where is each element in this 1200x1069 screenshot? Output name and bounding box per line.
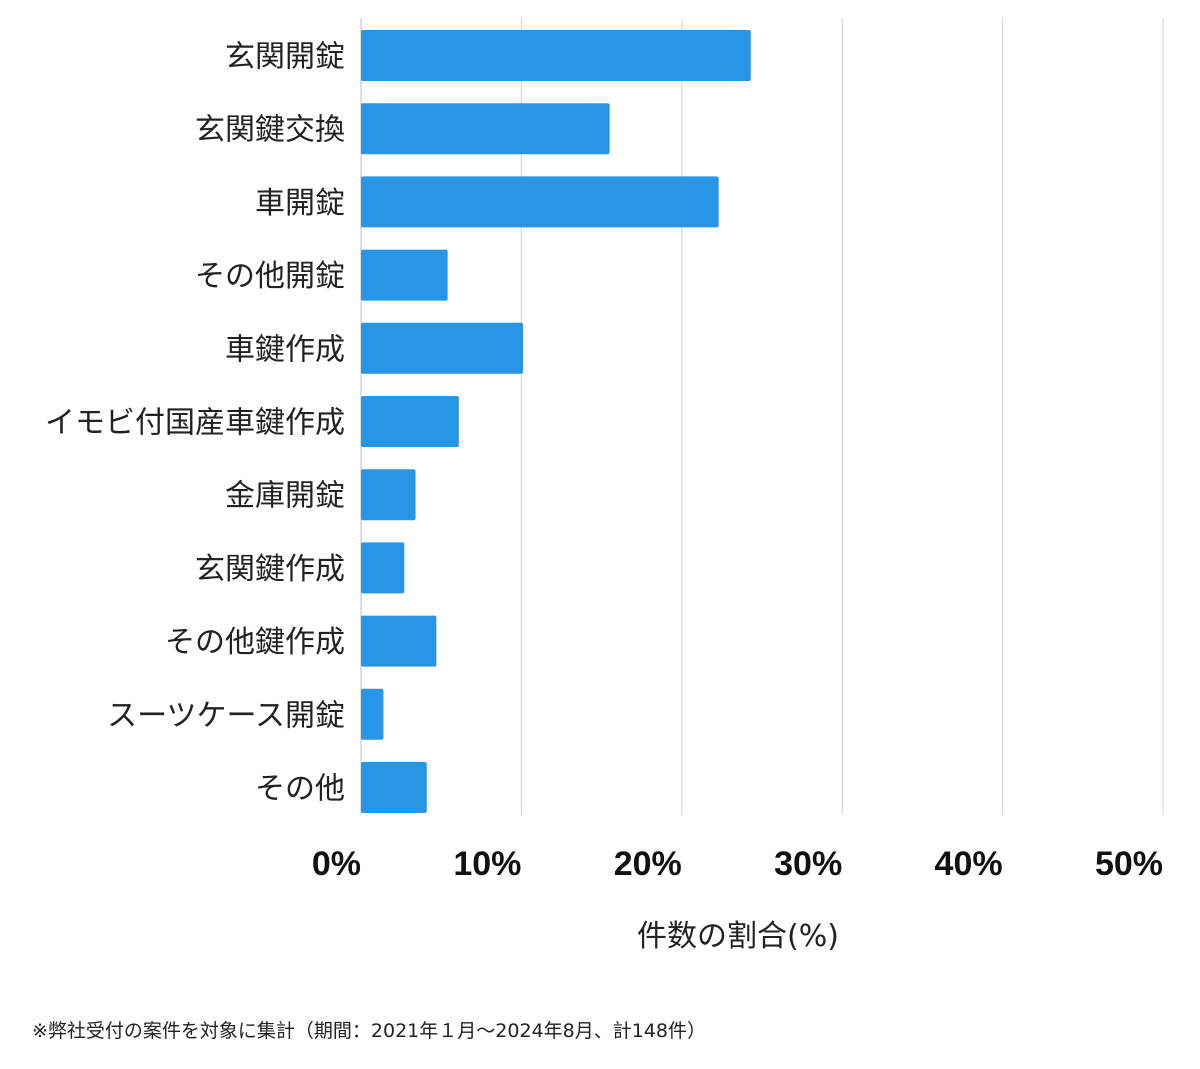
category-label: 玄関鍵作成 [195,552,345,587]
x-tick-label: 0% [312,845,361,883]
bar [361,615,437,667]
category-label: 玄関鍵交換 [195,113,345,148]
bar [361,688,384,740]
category-label: 玄関開錠 [225,40,345,75]
bar [361,396,459,447]
category-labels: 玄関開錠玄関鍵交換車開錠その他開錠車鍵作成イモビ付国産車鍵作成金庫開錠玄関鍵作成… [45,40,345,807]
category-label: 金庫開錠 [225,479,345,514]
category-label: スーツケース開錠 [107,698,345,733]
x-tick-label: 40% [935,845,1003,883]
footnote: ※弊社受付の案件を対象に集計（期間：2021年１月〜2024年8月、計148件） [32,1020,706,1042]
bar [361,322,524,374]
x-tick-label: 50% [1095,845,1163,883]
category-label: その他鍵作成 [165,625,345,660]
category-label: 車開錠 [255,186,345,221]
bar [361,176,719,228]
category-label: イモビ付国産車鍵作成 [45,406,345,441]
bar [361,469,416,521]
bars [361,30,751,813]
bar [361,103,610,155]
bar-chart: 玄関開錠玄関鍵交換車開錠その他開錠車鍵作成イモビ付国産車鍵作成金庫開錠玄関鍵作成… [45,18,1164,954]
x-tick-labels: 0% 10% 20% 30% 40% 50% [312,845,1163,883]
category-label: 車鍵作成 [225,332,345,367]
bar [361,30,751,81]
category-label: その他 [255,772,345,807]
bar [361,542,405,594]
x-axis-title: 件数の割合(%) [637,919,839,954]
x-tick-label: 30% [774,845,842,883]
bar [361,762,427,813]
bar [361,249,448,301]
x-tick-label: 20% [614,845,682,883]
x-tick-label: 10% [453,845,521,883]
category-label: その他開錠 [195,259,345,294]
